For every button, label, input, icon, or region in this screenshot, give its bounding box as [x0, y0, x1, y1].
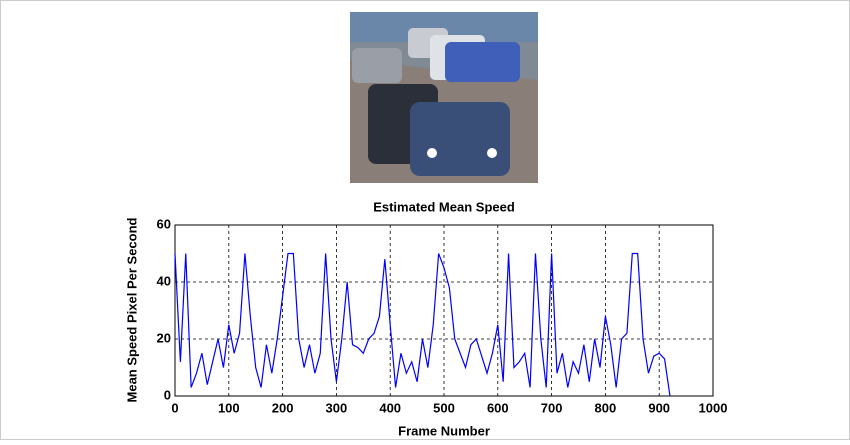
x-tick-label: 800	[595, 400, 617, 415]
x-tick-label: 700	[541, 400, 563, 415]
traffic-photo	[350, 12, 538, 183]
y-tick-label: 40	[157, 273, 171, 288]
y-tick-label: 0	[164, 387, 171, 402]
x-axis-label: Frame Number	[398, 423, 490, 438]
data-line	[174, 252, 671, 397]
x-tick-label: 300	[326, 400, 348, 415]
x-tick-label: 600	[487, 400, 509, 415]
x-tick-label: 0	[171, 400, 178, 415]
y-tick-label: 60	[157, 216, 171, 231]
x-tick-label: 500	[433, 400, 455, 415]
x-tick-label: 100	[218, 400, 240, 415]
x-tick-label: 900	[648, 400, 670, 415]
x-tick-label: 1000	[699, 400, 728, 415]
y-tick-label: 20	[157, 330, 171, 345]
y-axis-label: Mean Speed Pixel Per Second	[124, 217, 139, 402]
x-tick-label: 200	[272, 400, 294, 415]
x-tick-label: 400	[379, 400, 401, 415]
chart-title: Estimated Mean Speed	[373, 199, 515, 214]
